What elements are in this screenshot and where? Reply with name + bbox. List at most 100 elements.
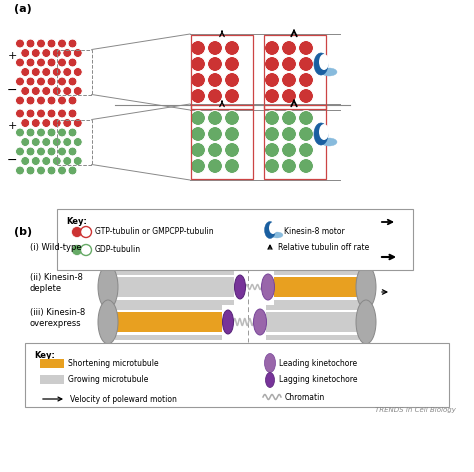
Ellipse shape (319, 54, 329, 70)
Circle shape (36, 128, 46, 137)
Circle shape (57, 147, 66, 156)
Bar (115, 322, 222, 327)
Text: (iii) Kinesin-8
overexpress: (iii) Kinesin-8 overexpress (30, 308, 85, 328)
Circle shape (36, 109, 46, 118)
Bar (115, 300, 235, 304)
Circle shape (299, 57, 313, 71)
Circle shape (47, 96, 56, 105)
Circle shape (299, 143, 313, 158)
Circle shape (282, 159, 297, 174)
Circle shape (225, 41, 239, 56)
Bar (115, 242, 228, 247)
Text: GDP-tubulin: GDP-tubulin (95, 245, 141, 254)
Circle shape (31, 86, 40, 95)
Circle shape (47, 109, 56, 118)
Ellipse shape (271, 232, 283, 238)
Circle shape (191, 143, 206, 158)
Circle shape (282, 110, 297, 126)
Circle shape (47, 128, 56, 137)
Circle shape (26, 96, 35, 105)
Circle shape (16, 58, 25, 67)
Bar (271, 264, 359, 270)
Circle shape (26, 77, 35, 86)
Circle shape (21, 157, 30, 166)
Circle shape (264, 89, 280, 103)
Text: Relative tubulin off rate: Relative tubulin off rate (278, 243, 369, 252)
Circle shape (36, 58, 46, 67)
Circle shape (26, 128, 35, 137)
Bar (115, 335, 222, 339)
Circle shape (208, 143, 222, 158)
Bar (115, 277, 235, 282)
Bar (115, 257, 228, 262)
Circle shape (282, 126, 297, 142)
Bar (271, 247, 359, 252)
Circle shape (63, 86, 72, 95)
Bar (266, 335, 359, 339)
Circle shape (72, 227, 82, 237)
Bar (274, 292, 359, 297)
Circle shape (57, 77, 66, 86)
Bar (115, 242, 228, 247)
Text: −: − (7, 153, 17, 167)
Circle shape (208, 41, 222, 56)
Circle shape (73, 49, 82, 58)
Circle shape (299, 159, 313, 174)
Circle shape (282, 89, 297, 103)
Text: Shortening microtubule: Shortening microtubule (68, 359, 159, 368)
Bar (115, 277, 235, 282)
Circle shape (299, 73, 313, 87)
Circle shape (225, 89, 239, 103)
Circle shape (16, 39, 25, 48)
Bar (274, 300, 359, 304)
Circle shape (264, 143, 280, 158)
Bar (40, 359, 64, 368)
Text: Velocity of poleward motion: Velocity of poleward motion (70, 395, 177, 404)
Bar (115, 312, 222, 317)
Circle shape (52, 157, 61, 166)
Ellipse shape (222, 310, 234, 334)
Ellipse shape (314, 53, 328, 75)
Circle shape (225, 73, 239, 87)
Circle shape (264, 110, 280, 126)
Circle shape (68, 128, 77, 137)
Circle shape (191, 73, 206, 87)
Bar (271, 235, 359, 239)
Circle shape (26, 39, 35, 48)
Circle shape (63, 137, 72, 146)
Bar (115, 327, 222, 332)
Circle shape (16, 166, 25, 175)
Ellipse shape (257, 239, 271, 265)
Circle shape (42, 137, 51, 146)
Circle shape (208, 57, 222, 71)
Circle shape (264, 57, 280, 71)
Ellipse shape (98, 230, 118, 274)
Ellipse shape (314, 123, 328, 145)
Ellipse shape (98, 265, 118, 309)
Ellipse shape (321, 138, 337, 146)
Circle shape (36, 166, 46, 175)
Circle shape (63, 67, 72, 76)
FancyBboxPatch shape (25, 343, 449, 407)
Circle shape (16, 77, 25, 86)
Ellipse shape (356, 265, 376, 309)
Circle shape (208, 89, 222, 103)
Circle shape (57, 128, 66, 137)
Bar (115, 292, 235, 297)
Text: Chromatin: Chromatin (285, 393, 325, 402)
Circle shape (282, 41, 297, 56)
Circle shape (225, 126, 239, 142)
Bar (115, 252, 228, 257)
Ellipse shape (228, 240, 239, 264)
Bar (266, 312, 359, 317)
Circle shape (31, 49, 40, 58)
Circle shape (73, 86, 82, 95)
Bar (266, 317, 359, 322)
Bar (271, 257, 359, 262)
Bar (271, 242, 359, 247)
Text: (ii) Kinesin-8
deplete: (ii) Kinesin-8 deplete (30, 273, 83, 293)
Ellipse shape (235, 275, 246, 299)
Circle shape (52, 118, 61, 127)
Circle shape (191, 159, 206, 174)
Ellipse shape (269, 222, 277, 234)
